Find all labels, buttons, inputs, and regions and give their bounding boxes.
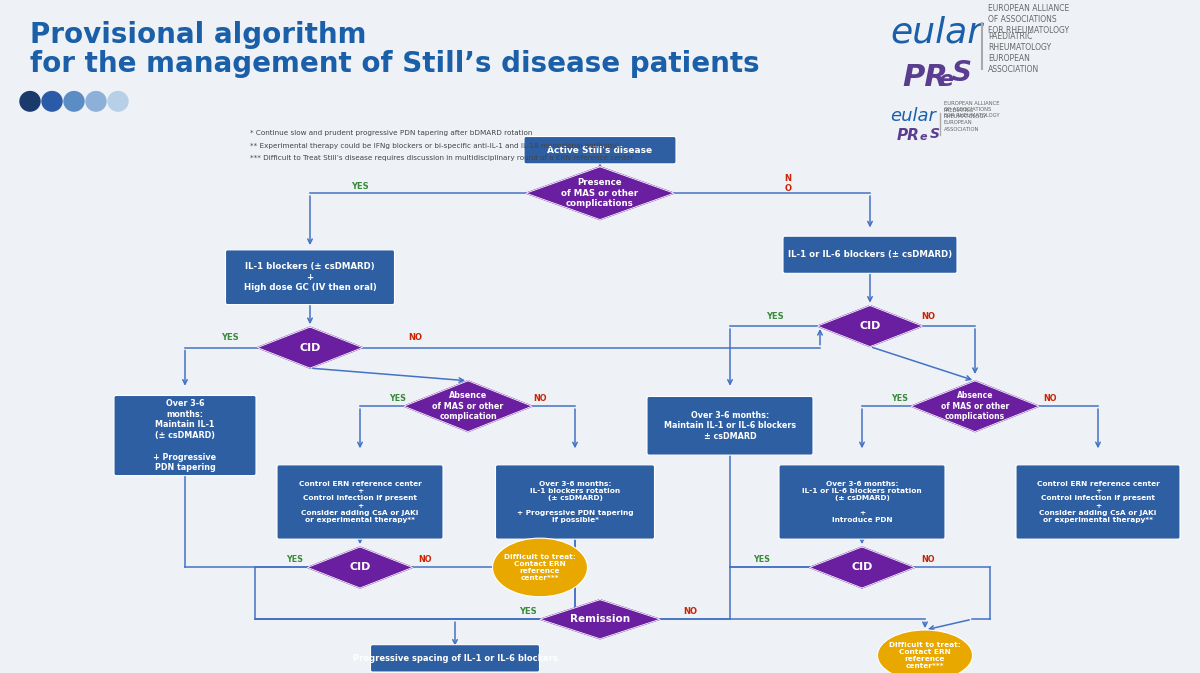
- Text: N
O: N O: [785, 174, 792, 193]
- Text: YES: YES: [520, 607, 536, 616]
- FancyBboxPatch shape: [1016, 465, 1180, 539]
- Text: NO: NO: [408, 333, 422, 343]
- Text: EUROPEAN ALLIANCE
OF ASSOCIATIONS
FOR RHEUMATOLOGY: EUROPEAN ALLIANCE OF ASSOCIATIONS FOR RH…: [944, 100, 1000, 118]
- Text: S: S: [952, 59, 972, 87]
- Text: NO: NO: [683, 607, 697, 616]
- Text: ** Experimental therapy could be IFNg blockers or bi-specific anti-IL-1 and IL-1: ** Experimental therapy could be IFNg bl…: [250, 142, 619, 149]
- FancyBboxPatch shape: [226, 250, 395, 305]
- Text: CID: CID: [851, 563, 872, 573]
- Text: CID: CID: [859, 321, 881, 331]
- Text: Difficult to treat:
Contact ERN
reference
center***: Difficult to treat: Contact ERN referenc…: [504, 554, 576, 581]
- Text: e: e: [938, 70, 953, 90]
- Text: NO: NO: [533, 394, 547, 403]
- Text: YES: YES: [892, 394, 908, 403]
- Text: PR: PR: [902, 63, 948, 92]
- Text: PAEDIATRIC
RHEUMATOLOGY
EUROPEAN
ASSOCIATION: PAEDIATRIC RHEUMATOLOGY EUROPEAN ASSOCIA…: [944, 108, 988, 132]
- Text: NO: NO: [922, 555, 935, 564]
- Circle shape: [42, 92, 62, 111]
- Text: PR: PR: [898, 129, 920, 143]
- Polygon shape: [258, 327, 362, 368]
- Circle shape: [108, 92, 128, 111]
- Text: Over 3-6 months:
IL-1 blockers rotation
(± csDMARD)

+ Progressive PDN tapering
: Over 3-6 months: IL-1 blockers rotation …: [517, 481, 634, 523]
- Text: YES: YES: [287, 555, 304, 564]
- Text: e: e: [920, 133, 928, 143]
- FancyBboxPatch shape: [647, 396, 814, 455]
- Text: Provisional algorithm: Provisional algorithm: [30, 21, 366, 48]
- Ellipse shape: [492, 538, 588, 597]
- Polygon shape: [817, 306, 923, 347]
- Text: Active Still's disease: Active Still's disease: [547, 145, 653, 155]
- Text: Control ERN reference center
+
Control infection if present
+
Consider adding Cs: Control ERN reference center + Control i…: [299, 481, 421, 523]
- Text: Control ERN reference center
+
Control infection if present
+
Consider adding Cs: Control ERN reference center + Control i…: [1037, 481, 1159, 523]
- Text: for the management of Still’s disease patients: for the management of Still’s disease pa…: [30, 50, 760, 78]
- Polygon shape: [911, 381, 1039, 431]
- Text: Presence
of MAS or other
complications: Presence of MAS or other complications: [562, 178, 638, 208]
- Text: YES: YES: [352, 182, 368, 191]
- Polygon shape: [307, 547, 413, 588]
- Text: CID: CID: [349, 563, 371, 573]
- Text: Difficult to treat:
Contact ERN
reference
center***: Difficult to treat: Contact ERN referenc…: [889, 642, 961, 669]
- Text: Over 3-6 months:
IL-1 or IL-6 blockers rotation
(± csDMARD)

+
Introduce PDN: Over 3-6 months: IL-1 or IL-6 blockers r…: [802, 481, 922, 523]
- Polygon shape: [810, 547, 914, 588]
- Text: NO: NO: [419, 555, 432, 564]
- Text: IL-1 or IL-6 blockers (± csDMARD): IL-1 or IL-6 blockers (± csDMARD): [788, 250, 952, 259]
- Text: eular: eular: [890, 15, 982, 50]
- Polygon shape: [404, 381, 532, 431]
- Text: NO: NO: [1043, 394, 1057, 403]
- Text: *** Difficult to Treat Still’s disease requires discussion in multidisciplinary : *** Difficult to Treat Still’s disease r…: [250, 155, 634, 161]
- Text: Progressive spacing of IL-1 or IL-6 blockers: Progressive spacing of IL-1 or IL-6 bloc…: [353, 654, 558, 663]
- FancyBboxPatch shape: [371, 645, 540, 672]
- FancyBboxPatch shape: [779, 465, 946, 539]
- Text: PAEDIATRIC
RHEUMATOLOGY
EUROPEAN
ASSOCIATION: PAEDIATRIC RHEUMATOLOGY EUROPEAN ASSOCIA…: [988, 32, 1051, 74]
- Polygon shape: [540, 600, 660, 639]
- FancyBboxPatch shape: [784, 236, 958, 273]
- Circle shape: [86, 92, 106, 111]
- Text: NO: NO: [922, 312, 935, 321]
- Circle shape: [20, 92, 40, 111]
- Text: YES: YES: [390, 394, 407, 403]
- Text: eular: eular: [890, 107, 936, 125]
- Text: Absence
of MAS or other
complication: Absence of MAS or other complication: [432, 391, 504, 421]
- Text: S: S: [930, 127, 940, 141]
- FancyBboxPatch shape: [496, 465, 654, 539]
- Text: Absence
of MAS or other
complications: Absence of MAS or other complications: [941, 391, 1009, 421]
- Text: CID: CID: [299, 343, 320, 353]
- Text: YES: YES: [221, 333, 239, 343]
- Text: EUROPEAN ALLIANCE
OF ASSOCIATIONS
FOR RHEUMATOLOGY: EUROPEAN ALLIANCE OF ASSOCIATIONS FOR RH…: [988, 4, 1069, 35]
- Text: Over 3-6 months:
Maintain IL-1 or IL-6 blockers
± csDMARD: Over 3-6 months: Maintain IL-1 or IL-6 b…: [664, 411, 796, 441]
- Circle shape: [64, 92, 84, 111]
- Text: Remission: Remission: [570, 614, 630, 625]
- Text: * Continue slow and prudent progressive PDN tapering after bDMARD rotation: * Continue slow and prudent progressive …: [250, 130, 533, 135]
- Text: Over 3-6
months:
Maintain IL-1
(± csDMARD)

+ Progressive
PDN tapering: Over 3-6 months: Maintain IL-1 (± csDMAR…: [154, 399, 216, 472]
- FancyBboxPatch shape: [114, 396, 256, 476]
- FancyBboxPatch shape: [524, 137, 676, 164]
- Text: YES: YES: [754, 555, 770, 564]
- Text: IL-1 blockers (± csDMARD)
+
High dose GC (IV then oral): IL-1 blockers (± csDMARD) + High dose GC…: [244, 262, 377, 293]
- Polygon shape: [526, 167, 674, 219]
- Text: YES: YES: [766, 312, 784, 321]
- FancyBboxPatch shape: [277, 465, 443, 539]
- Ellipse shape: [877, 630, 972, 673]
